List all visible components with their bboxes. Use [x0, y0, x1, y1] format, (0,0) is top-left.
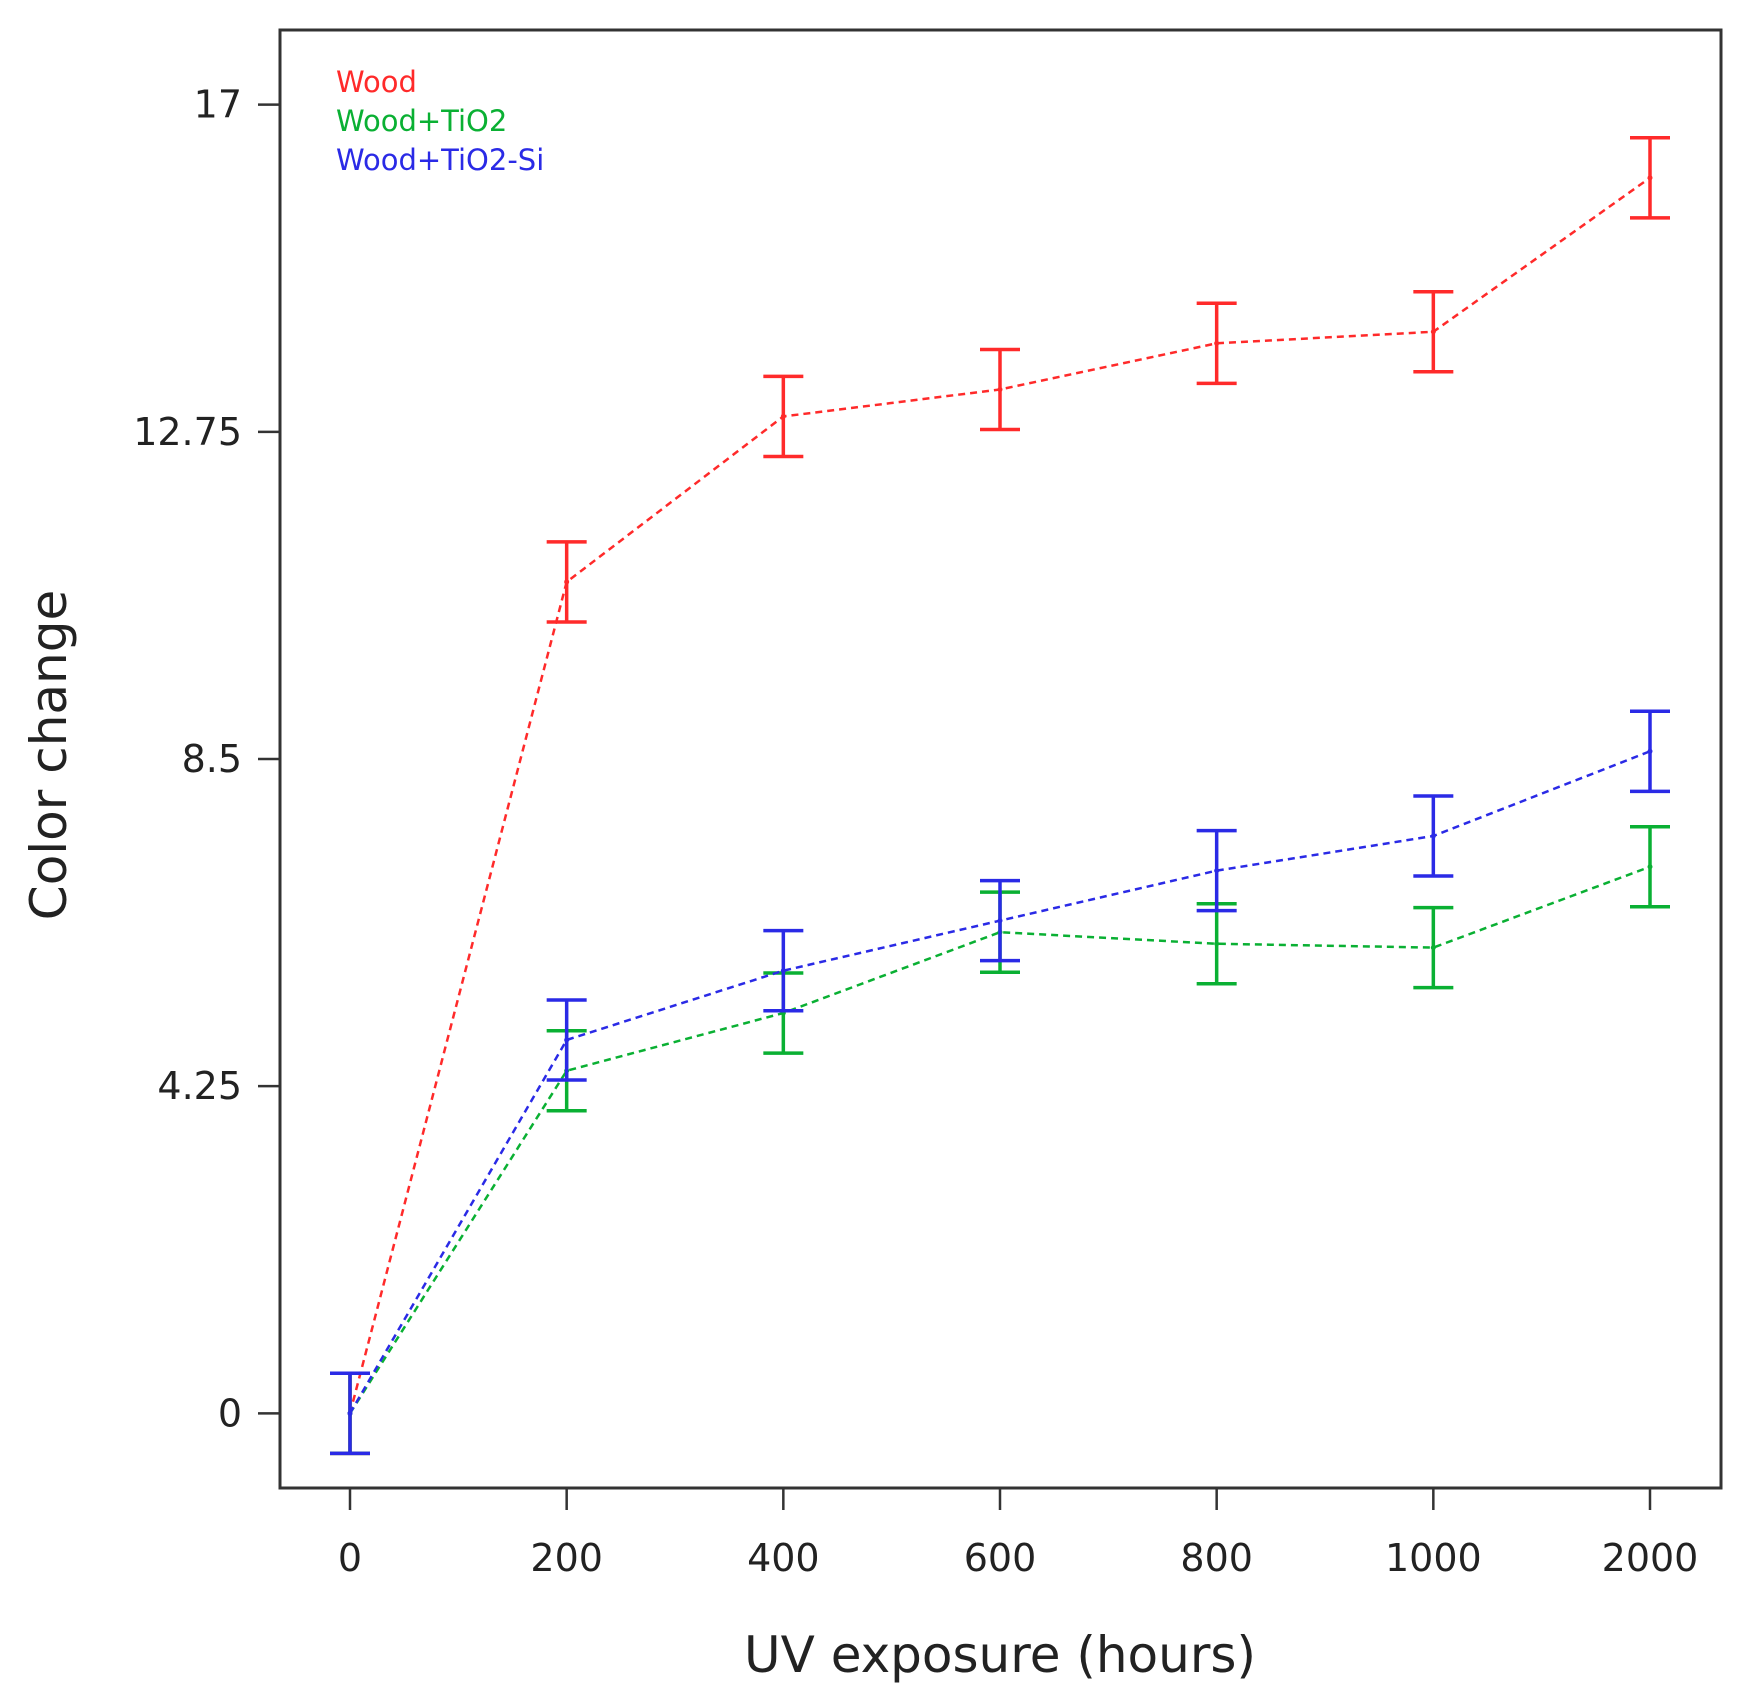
x-tick-label-0: 0 [338, 1536, 362, 1580]
data-point-2-6 [1647, 748, 1653, 754]
plot-frame [278, 28, 1723, 1490]
data-point-2-5 [1430, 833, 1436, 839]
x-tick-label-4: 800 [1180, 1536, 1253, 1580]
data-point-0-5 [1430, 329, 1436, 335]
x-tick-label-5: 1000 [1385, 1536, 1482, 1580]
legend-entry-0: Wood [336, 65, 417, 99]
series-2 [330, 709, 1670, 1456]
data-point-2-1 [564, 1037, 570, 1043]
legend-entry-2: Wood+TiO2-Si [336, 143, 544, 177]
data-point-0-1 [564, 579, 570, 585]
data-point-2-2 [780, 968, 786, 974]
data-point-1-4 [1214, 941, 1220, 947]
y-tick-label-0: 0 [218, 1391, 242, 1435]
data-point-2-4 [1214, 868, 1220, 874]
x-axis-title: UV exposure (hours) [744, 1626, 1256, 1684]
data-point-1-6 [1647, 864, 1653, 870]
series-line-2 [348, 750, 1651, 1414]
data-point-0-3 [997, 386, 1003, 392]
x-tick-label-6: 2000 [1602, 1536, 1699, 1580]
y-tick-label-2: 8.5 [182, 737, 242, 781]
y-tick-label-4: 17 [194, 83, 242, 127]
series-layer [330, 136, 1670, 1456]
y-tick-label-3: 12.75 [133, 410, 242, 454]
y-tick-label-1: 4.25 [157, 1064, 242, 1108]
series-0 [330, 136, 1670, 1456]
x-axis: 0 200 400 600 800 1000 2000 [338, 1488, 1698, 1580]
data-point-2-0 [347, 1410, 353, 1416]
data-point-0-4 [1214, 340, 1220, 346]
x-tick-label-2: 400 [747, 1536, 820, 1580]
data-point-2-3 [997, 918, 1003, 924]
legend: Wood Wood+TiO2 Wood+TiO2-Si [336, 65, 544, 177]
data-point-0-2 [780, 413, 786, 419]
data-point-1-5 [1430, 945, 1436, 951]
legend-entry-1: Wood+TiO2 [336, 104, 507, 138]
data-point-0-6 [1647, 175, 1653, 181]
x-tick-label-1: 200 [530, 1536, 603, 1580]
y-axis: 0 4.25 8.5 12.75 17 [133, 83, 280, 1435]
y-axis-title: Color change [20, 590, 78, 920]
x-tick-label-3: 600 [964, 1536, 1037, 1580]
